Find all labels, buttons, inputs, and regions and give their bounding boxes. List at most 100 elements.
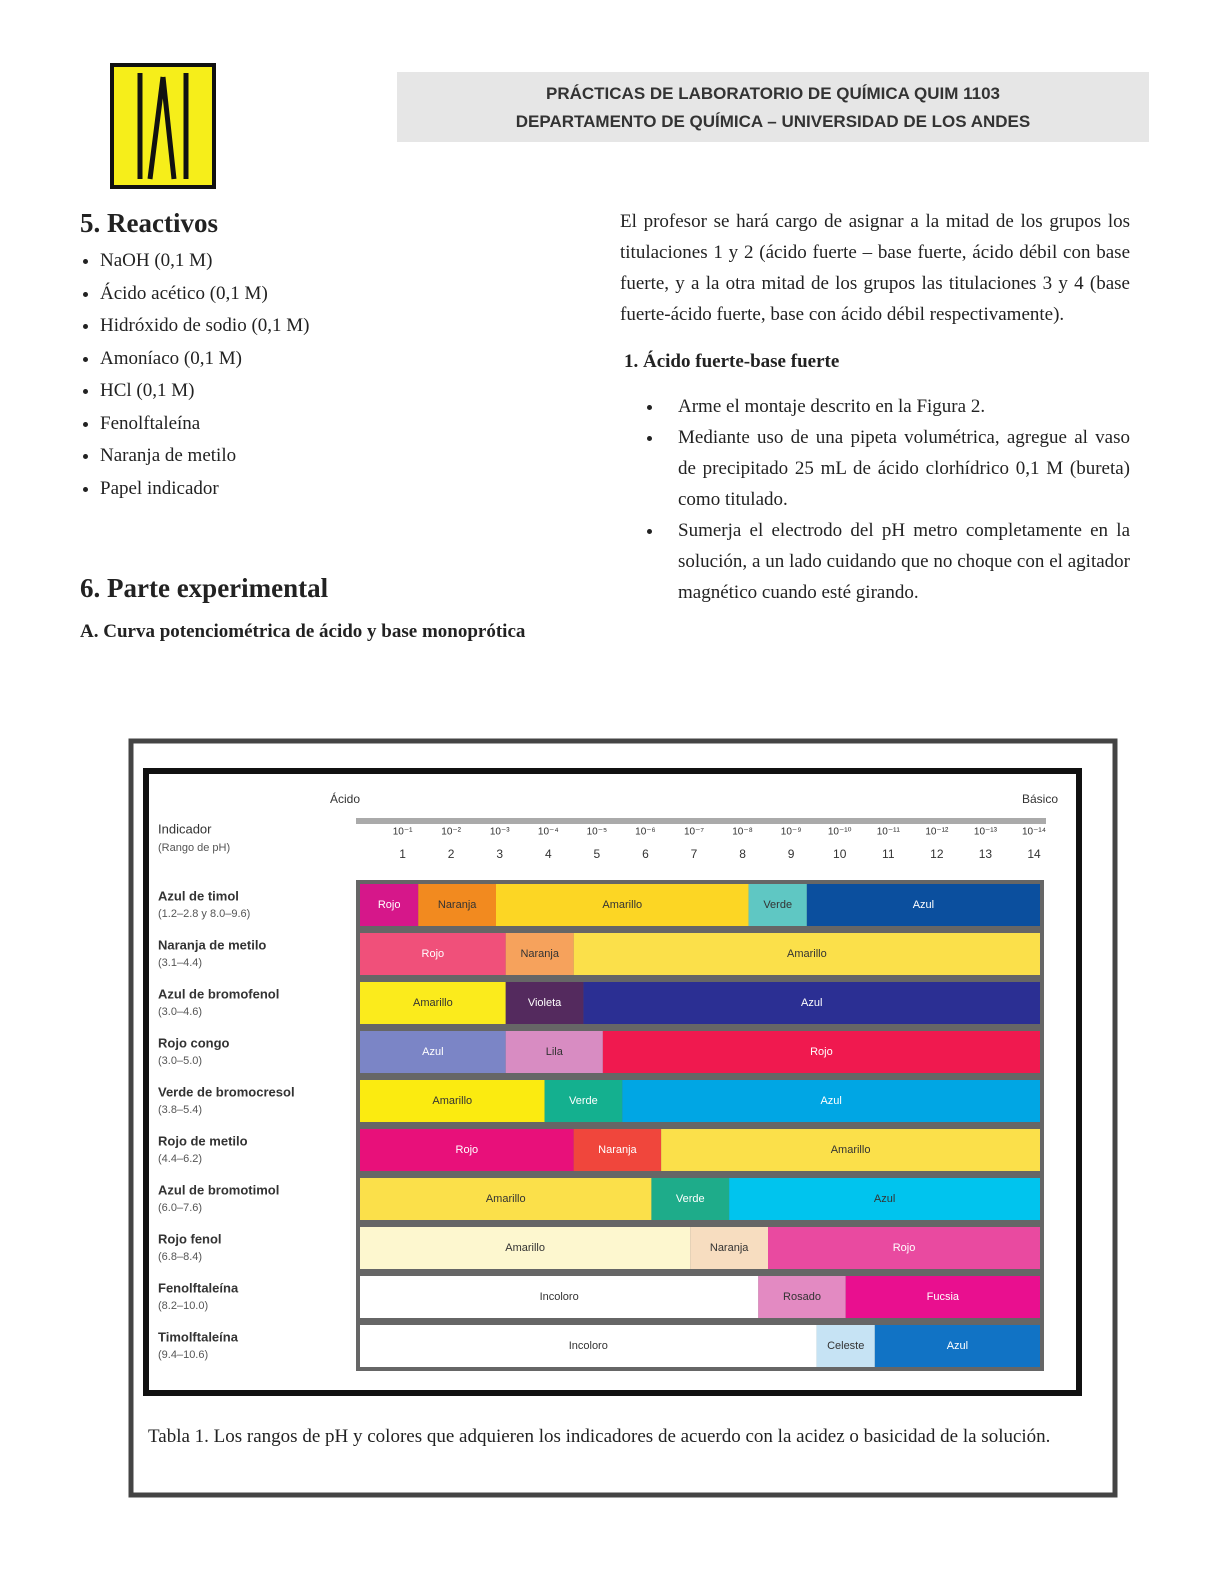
color-segment (622, 1080, 1040, 1122)
ph-tick-label: 5 (594, 847, 601, 861)
color-segment (360, 1031, 506, 1073)
h-label: 10⁻⁹ (781, 827, 802, 838)
h-label: 10⁻² (441, 827, 461, 838)
segment-label: Incoloro (540, 1291, 579, 1303)
segment-label: Naranja (520, 948, 559, 960)
indicator-name: Verde de bromocresol (158, 1084, 295, 1099)
segment-label: Azul (947, 1340, 968, 1352)
subsection-title: 1. Ácido fuerte-base fuerte (624, 351, 840, 372)
indicator-name: Azul de bromotimol (158, 1182, 279, 1197)
color-segment (729, 1178, 1040, 1220)
h-label: 10⁻⁴ (538, 827, 559, 838)
color-segment (661, 1129, 1040, 1171)
color-segment (360, 1129, 574, 1171)
step: Sumerja el electrodo del pH metro comple… (664, 515, 1130, 608)
indicator-name: Timolftaleína (158, 1329, 239, 1344)
segment-label: Incoloro (569, 1340, 608, 1352)
h-label: 10⁻¹¹ (877, 827, 901, 838)
h-label: 10⁻¹ (393, 827, 413, 838)
header-line: DEPARTAMENTO DE QUÍMICA – UNIVERSIDAD DE… (515, 112, 1031, 131)
indicator-name: Azul de bromofenol (158, 986, 279, 1001)
scale-bar (356, 818, 1046, 824)
color-segment (360, 1080, 545, 1122)
segment-label: Lila (546, 1046, 564, 1058)
color-segment (845, 1276, 1040, 1318)
indicator-name: Azul de timol (158, 888, 239, 903)
right-column: El profesor se hará cargo de asignar a l… (620, 206, 1130, 608)
paragraph: El profesor se hará cargo de asignar a l… (620, 211, 1130, 325)
reagent: Hidróxido de sodio (0,1 M) (100, 310, 560, 343)
segment-label: Rosado (783, 1291, 821, 1303)
segment-label: Verde (763, 899, 792, 911)
segment-label: Naranja (598, 1144, 637, 1156)
ph-tick-label: 12 (930, 847, 944, 861)
ph-tick-label: 3 (496, 847, 503, 861)
segment-label: Rojo (810, 1046, 833, 1058)
ph-tick-label: 10 (833, 847, 847, 861)
color-segment (602, 1031, 1040, 1073)
color-segment (816, 1325, 875, 1367)
color-segment (505, 933, 574, 975)
segment-label: Verde (569, 1095, 598, 1107)
step-list: Arme el montaje descrito en la Figura 2.… (620, 391, 1130, 608)
indicator-range: (3.1–4.4) (158, 957, 202, 969)
indicator-range: (3.0–4.6) (158, 1006, 202, 1018)
h-label: 10⁻⁶ (635, 827, 656, 838)
color-segment (360, 1325, 817, 1367)
segment-label: Amarillo (432, 1095, 472, 1107)
color-segment (505, 1031, 603, 1073)
indicator-name: Rojo fenol (158, 1231, 222, 1246)
header-label: Indicador (158, 821, 212, 836)
header-line: PRÁCTICAS DE LABORATORIO DE QUÍMICA QUIM… (545, 84, 1000, 103)
color-segment (690, 1227, 768, 1269)
acid-label: Ácido (330, 791, 360, 806)
color-segment (505, 982, 584, 1024)
indicator-range: (1.2–2.8 y 8.0–9.6) (158, 908, 250, 920)
indicator-range: (3.8–5.4) (158, 1104, 202, 1116)
h-label: 10⁻¹² (925, 827, 949, 838)
color-segment (748, 884, 807, 926)
indicator-range: (6.0–7.6) (158, 1202, 202, 1214)
reagent: Fenolftaleína (100, 408, 560, 441)
color-segment (360, 1178, 652, 1220)
color-segment (360, 884, 419, 926)
segment-label: Rojo (893, 1242, 916, 1254)
indicator-name: Fenolftaleína (158, 1280, 239, 1295)
ph-tick-label: 9 (788, 847, 795, 861)
indicator-range: (8.2–10.0) (158, 1300, 208, 1312)
segment-label: Rojo (378, 899, 401, 911)
left-column: 5. Reactivos NaOH (0,1 M)Ácido acético (… (80, 208, 560, 647)
ph-tick-label: 7 (691, 847, 698, 861)
step: Mediante uso de una pipeta volumétrica, … (664, 422, 1130, 515)
color-segment (360, 1227, 691, 1269)
segment-label: Amarillo (486, 1193, 526, 1205)
color-segment (360, 982, 506, 1024)
segment-label: Naranja (438, 899, 477, 911)
color-segment (758, 1276, 846, 1318)
segment-label: Azul (874, 1193, 895, 1205)
indicator-range: (6.8–8.4) (158, 1251, 202, 1263)
color-segment (418, 884, 496, 926)
section-title: 5. Reactivos (80, 208, 218, 238)
color-segment (360, 1276, 759, 1318)
reagent-list: NaOH (0,1 M)Ácido acético (0,1 M)Hidróxi… (80, 245, 560, 505)
header-sub: (Rango de pH) (158, 842, 230, 854)
color-segment (544, 1080, 623, 1122)
h-label: 10⁻⁸ (732, 827, 753, 838)
logo (110, 63, 216, 189)
ph-tick-label: 4 (545, 847, 552, 861)
indicator-name: Rojo congo (158, 1035, 230, 1050)
segment-label: Azul (801, 997, 822, 1009)
segment-label: Azul (422, 1046, 443, 1058)
ph-tick-label: 6 (642, 847, 649, 861)
segment-label: Amarillo (787, 948, 827, 960)
color-segment (806, 884, 1040, 926)
indicator-range: (9.4–10.6) (158, 1349, 208, 1361)
ph-tick-label: 11 (882, 847, 895, 861)
indicator-range: (3.0–5.0) (158, 1055, 202, 1067)
segment-label: Amarillo (505, 1242, 545, 1254)
reagent: NaOH (0,1 M) (100, 245, 560, 278)
indicator-name: Rojo de metilo (158, 1133, 248, 1148)
ph-tick-label: 13 (979, 847, 993, 861)
